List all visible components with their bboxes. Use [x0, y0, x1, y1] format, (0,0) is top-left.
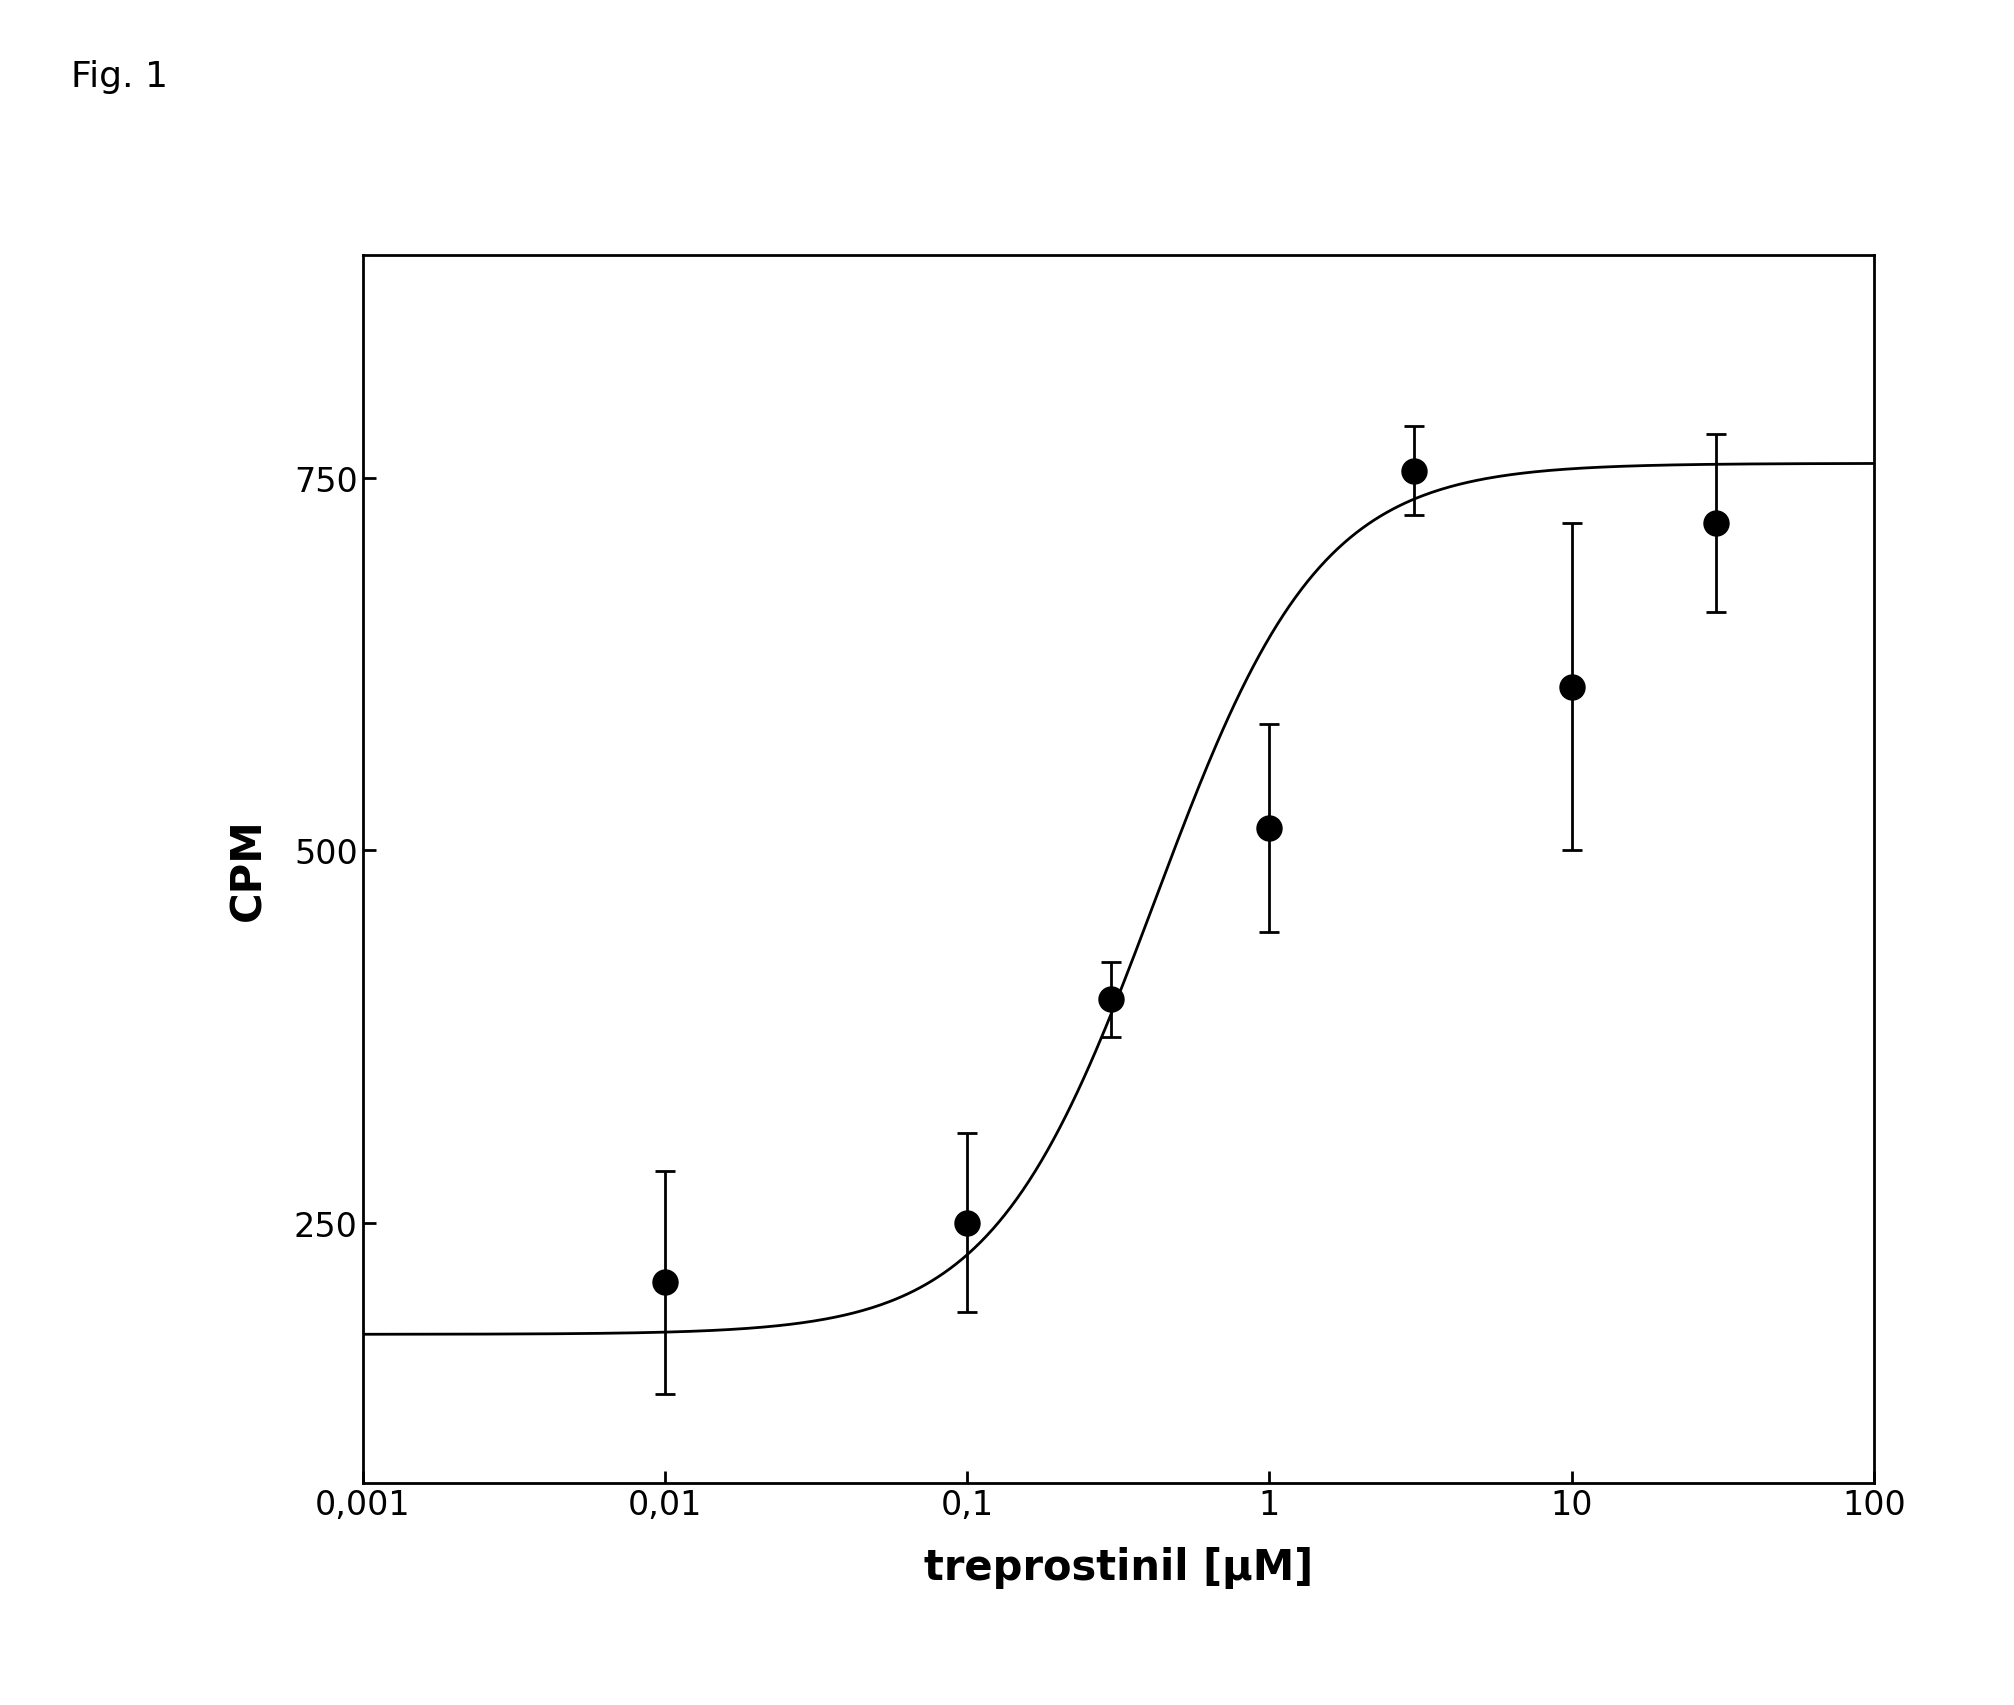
Y-axis label: CPM: CPM: [228, 818, 268, 921]
X-axis label: treprostinil [μM]: treprostinil [μM]: [922, 1546, 1313, 1587]
Text: Fig. 1: Fig. 1: [70, 60, 167, 94]
